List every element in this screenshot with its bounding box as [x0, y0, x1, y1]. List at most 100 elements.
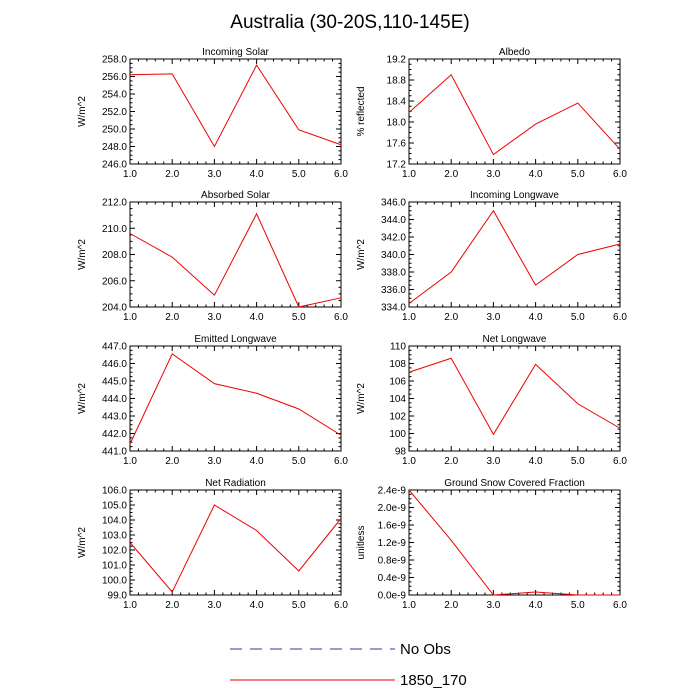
y-tick-label: 17.6: [387, 139, 407, 150]
y-tick-label: 100: [389, 429, 406, 440]
y-tick-label: 346.0: [381, 198, 406, 209]
y-tick-label: 0.8e-9: [378, 556, 407, 567]
y-tick-label: 101.0: [102, 561, 127, 572]
x-tick-label: 2.0: [165, 600, 179, 611]
x-tick-label: 1.0: [123, 169, 137, 180]
x-tick-label: 4.0: [529, 456, 543, 467]
series-line-absorbed-solar: [129, 212, 342, 308]
y-tick-label: 344.0: [381, 215, 406, 226]
series-line-incoming-longwave: [408, 209, 621, 304]
y-axis-label: unitless: [356, 526, 367, 560]
panel-ground-snow-covered-fraction: 1.0 2.0 3.0 4.0 5.0 6.0 0.0e-9 0.4e-9 0.8e-9 1.2e…: [356, 478, 627, 611]
y-tick-label: 18.4: [387, 97, 407, 108]
y-tick-label: 444.0: [102, 394, 127, 405]
plot-frame: [129, 58, 342, 165]
y-tick-label: 19.2: [387, 55, 407, 66]
x-tick-label: 5.0: [571, 169, 585, 180]
series-line-emitted-longwave: [129, 353, 342, 445]
y-tick-label: 336.0: [381, 285, 406, 296]
x-tick-label: 4.0: [250, 169, 264, 180]
plot-frame: [408, 58, 621, 165]
y-tick-label: 441.0: [102, 447, 127, 458]
x-tick-label: 6.0: [334, 456, 348, 467]
y-tick-label: 99.0: [108, 591, 128, 602]
x-tick-label: 3.0: [207, 169, 221, 180]
x-tick-label: 3.0: [486, 312, 500, 323]
plot-frame: [129, 345, 342, 452]
x-tick-label: 3.0: [207, 600, 221, 611]
x-tick-label: 2.0: [444, 312, 458, 323]
x-tick-label: 1.0: [123, 312, 137, 323]
x-tick-label: 2.0: [165, 456, 179, 467]
y-axis-label: W/m^2: [356, 239, 367, 270]
y-tick-label: 206.0: [102, 276, 127, 287]
y-tick-label: 446.0: [102, 359, 127, 370]
x-tick-label: 4.0: [250, 456, 264, 467]
x-tick-label: 4.0: [250, 600, 264, 611]
panel-net-longwave: 1.0 2.0 3.0 4.0 5.0 6.0 98 100 102 104 106 108 110 Ne…: [356, 334, 627, 467]
y-tick-label: 103.0: [102, 531, 127, 542]
x-tick-label: 1.0: [123, 456, 137, 467]
y-axis-label: W/m^2: [77, 527, 88, 558]
y-tick-label: 0.4e-9: [378, 573, 407, 584]
y-tick-label: 108: [389, 359, 406, 370]
y-axis-label: W/m^2: [77, 239, 88, 270]
panel-net-radiation: 1.0 2.0 3.0 4.0 5.0 6.0 99.0 100.0 101.0 102.0 103…: [77, 478, 348, 611]
x-tick-label: 5.0: [292, 600, 306, 611]
x-tick-label: 3.0: [207, 312, 221, 323]
y-tick-label: 246.0: [102, 160, 127, 171]
y-tick-label: 338.0: [381, 268, 406, 279]
y-axis-label: W/m^2: [77, 383, 88, 414]
y-axis-label: W/m^2: [77, 96, 88, 127]
x-tick-label: 6.0: [613, 312, 627, 323]
x-tick-label: 5.0: [571, 456, 585, 467]
x-tick-label: 4.0: [529, 600, 543, 611]
y-tick-label: 443.0: [102, 412, 127, 423]
x-tick-label: 2.0: [444, 600, 458, 611]
y-tick-label: 334.0: [381, 303, 406, 314]
plot-frame: [408, 201, 621, 308]
series-line-albedo: [408, 73, 621, 156]
legend-label-no-obs: No Obs: [400, 641, 451, 658]
y-tick-label: 106: [389, 377, 406, 388]
y-tick-label: 442.0: [102, 429, 127, 440]
series-line-net-radiation: [129, 504, 342, 593]
y-tick-label: 248.0: [102, 142, 127, 153]
x-tick-label: 2.0: [165, 312, 179, 323]
page-title: Australia (30-20S,110-145E): [230, 12, 469, 33]
x-tick-label: 3.0: [207, 456, 221, 467]
x-tick-label: 1.0: [402, 456, 416, 467]
y-tick-label: 254.0: [102, 90, 127, 101]
x-tick-label: 1.0: [123, 600, 137, 611]
panel-emitted-longwave: 1.0 2.0 3.0 4.0 5.0 6.0 441.0 442.0 443.0 444.0 44…: [77, 334, 348, 467]
panel-title: Absorbed Solar: [201, 190, 271, 201]
x-tick-label: 3.0: [486, 600, 500, 611]
x-tick-label: 2.0: [444, 169, 458, 180]
panel-absorbed-solar: 1.0 2.0 3.0 4.0 5.0 6.0 204.0 206.0 208.0 210.0 21…: [77, 190, 348, 323]
y-tick-label: 252.0: [102, 107, 127, 118]
y-tick-label: 445.0: [102, 377, 127, 388]
y-tick-label: 0.0e-9: [378, 591, 407, 602]
x-tick-label: 6.0: [613, 169, 627, 180]
x-tick-label: 5.0: [292, 456, 306, 467]
x-tick-label: 3.0: [486, 456, 500, 467]
x-tick-label: 5.0: [571, 312, 585, 323]
series-line-incoming-solar: [129, 64, 342, 148]
y-tick-label: 110: [390, 342, 406, 353]
panel-albedo: 1.0 2.0 3.0 4.0 5.0 6.0 17.2 17.6 18.0 18.4 18.8 19…: [356, 47, 627, 180]
y-axis-label: W/m^2: [356, 383, 367, 414]
x-tick-label: 6.0: [334, 312, 348, 323]
y-tick-label: 340.0: [381, 250, 406, 261]
panel-title: Emitted Longwave: [194, 334, 277, 345]
x-tick-label: 6.0: [613, 600, 627, 611]
x-tick-label: 1.0: [402, 169, 416, 180]
y-tick-label: 102: [389, 412, 406, 423]
x-tick-label: 1.0: [402, 600, 416, 611]
y-tick-label: 18.8: [387, 76, 407, 87]
y-tick-label: 250.0: [102, 125, 127, 136]
x-tick-label: 2.0: [444, 456, 458, 467]
y-tick-label: 106.0: [102, 486, 127, 497]
x-tick-label: 4.0: [529, 312, 543, 323]
y-tick-label: 256.0: [102, 72, 127, 83]
